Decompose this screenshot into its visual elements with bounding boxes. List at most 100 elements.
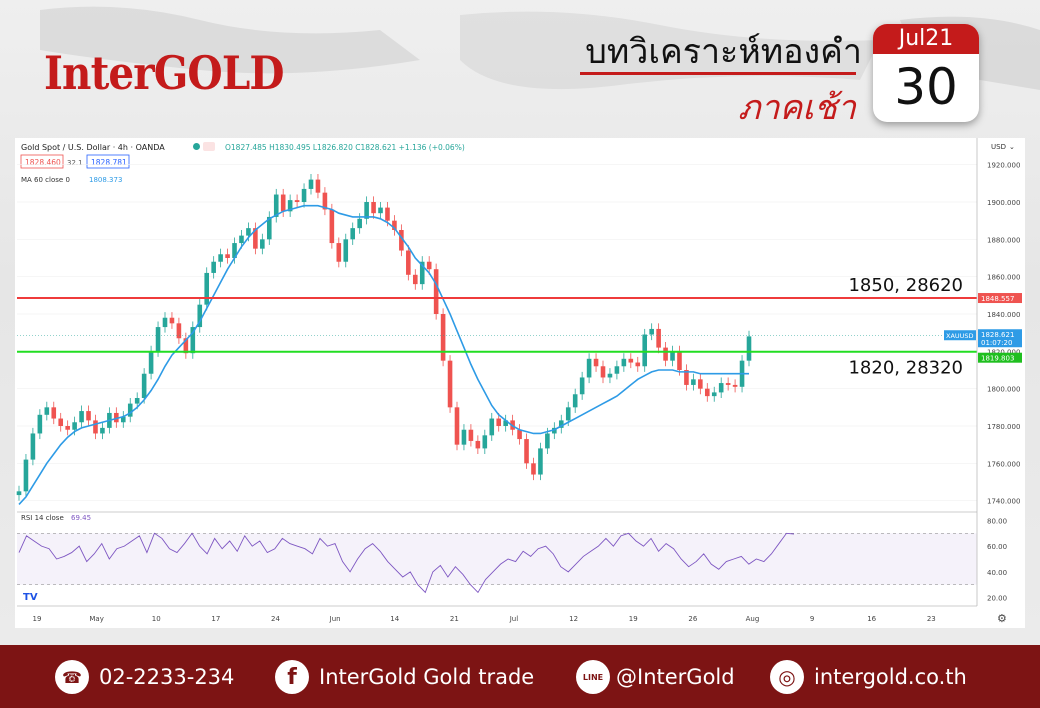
footer-phone[interactable]: ☎ 02-2233-234	[55, 660, 234, 694]
candle-body	[531, 463, 536, 475]
candle-body	[58, 418, 64, 426]
candle-body	[447, 360, 453, 408]
x-tick-label: Aug	[746, 615, 760, 623]
globe-icon: ◎	[770, 660, 804, 694]
y-tick-label: 1920.000	[987, 162, 1020, 170]
y-tick-label: 1780.000	[987, 423, 1020, 431]
y-tick-label: 1740.000	[987, 498, 1020, 506]
x-tick-label: 23	[927, 615, 936, 623]
candle-body	[378, 207, 383, 214]
price-chart[interactable]: Gold Spot / U.S. Dollar · 4h · OANDA O18…	[15, 138, 1025, 628]
footer-line[interactable]: LINE @InterGold	[576, 660, 735, 694]
candle-body	[86, 411, 91, 421]
price-chart-panel[interactable]: Gold Spot / U.S. Dollar · 4h · OANDA O18…	[15, 138, 1025, 628]
candle-body	[266, 216, 272, 240]
candle-body	[65, 426, 70, 430]
candle-body	[329, 209, 335, 244]
candle-body	[412, 274, 418, 285]
compare-icon[interactable]	[203, 142, 215, 151]
chart-symbol-title: Gold Spot / U.S. Dollar · 4h · OANDA	[21, 143, 165, 152]
candle-body	[211, 261, 216, 273]
candle-body	[44, 407, 50, 415]
candle-body	[100, 427, 105, 434]
candle-body	[663, 347, 668, 361]
live-indicator-icon	[193, 143, 200, 150]
candle-body	[593, 358, 599, 367]
candle-body	[350, 228, 356, 240]
candle-body	[725, 383, 731, 385]
candle-body	[656, 328, 661, 348]
rsi-tick-label: 40.00	[987, 569, 1007, 577]
x-tick-label: 17	[211, 615, 220, 623]
candle-body	[517, 429, 522, 440]
website-url: intergold.co.th	[814, 665, 967, 689]
candle-body	[628, 358, 634, 363]
facebook-icon: f	[275, 660, 309, 694]
rsi-value: 69.45	[71, 514, 91, 522]
candle-body	[30, 433, 36, 460]
calendar-day: 30	[894, 58, 958, 116]
chevron-down-icon[interactable]: ⌄	[1009, 143, 1015, 151]
y-tick-label: 1820.000	[987, 348, 1020, 356]
x-tick-label: 26	[688, 615, 697, 623]
x-tick-label: 16	[867, 615, 876, 623]
candle-body	[16, 491, 22, 496]
candle-body	[385, 207, 390, 221]
candle-body	[79, 411, 84, 423]
candle-body	[148, 351, 154, 374]
intergold-logo: InterGOLD	[44, 46, 285, 100]
candle-body	[371, 202, 376, 214]
candle-body	[392, 220, 397, 230]
candle-body	[607, 373, 613, 378]
rsi-label: RSI 14 close	[21, 514, 64, 522]
candle-body	[552, 427, 557, 434]
ask-price: 1828.781	[91, 158, 127, 167]
y-tick-label: 1860.000	[987, 274, 1020, 282]
candle-body	[364, 202, 369, 219]
candle-body	[232, 243, 237, 258]
candle-body	[357, 218, 362, 229]
rsi-band	[17, 533, 977, 585]
candle-body	[287, 200, 293, 212]
candle-body	[308, 179, 314, 189]
candle-body	[454, 407, 460, 445]
support-price-label: 1819.803	[981, 355, 1014, 363]
candle-body	[704, 388, 710, 397]
candle-body	[746, 336, 752, 361]
candle-body	[322, 192, 328, 210]
candle-body	[461, 429, 467, 445]
footer-website[interactable]: ◎ intergold.co.th	[770, 660, 967, 694]
candle-body	[538, 448, 543, 475]
candle-body	[586, 358, 592, 378]
candle-body	[718, 383, 724, 393]
candle-body	[621, 358, 627, 367]
x-tick-label: 14	[390, 615, 399, 623]
candle-body	[642, 334, 648, 367]
candle-body	[273, 194, 279, 217]
countdown-label: 01:07:20	[981, 339, 1012, 347]
candle-body	[141, 373, 147, 398]
price-plot	[16, 164, 977, 505]
candle-body	[691, 379, 696, 385]
phone-icon: ☎	[55, 660, 89, 694]
x-tick-label: 19	[33, 615, 42, 623]
rsi-tick-label: 80.00	[987, 517, 1007, 525]
calendar-month: Jul21	[873, 24, 979, 54]
candle-body	[468, 429, 474, 441]
candle-body	[503, 420, 508, 426]
candle-body	[711, 392, 717, 397]
candle-body	[93, 420, 98, 434]
level-label-resistance: 1850, 28620	[848, 275, 963, 296]
current-price-label: 1828.621	[981, 331, 1014, 339]
candle-body	[134, 398, 140, 404]
currency-selector[interactable]: USD	[991, 143, 1006, 151]
x-tick-label: 10	[152, 615, 161, 623]
current-price-tag	[978, 329, 1022, 348]
candle-body	[426, 261, 432, 270]
x-tick-label: 21	[450, 615, 459, 623]
settings-gear-icon[interactable]: ⚙	[997, 612, 1007, 625]
candle-body	[343, 239, 349, 262]
candle-body	[114, 412, 119, 423]
candle-body	[524, 439, 529, 464]
footer-facebook[interactable]: f InterGold Gold trade	[275, 660, 534, 694]
